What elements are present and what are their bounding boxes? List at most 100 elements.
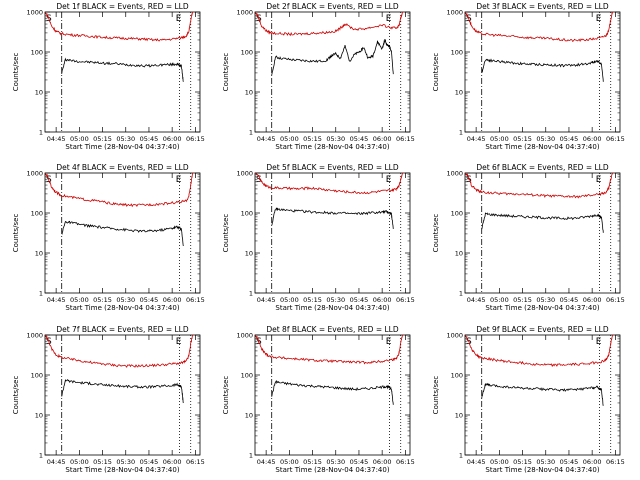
x-tick-label: 06:00 <box>373 458 392 466</box>
x-tick-label: 05:45 <box>560 135 579 143</box>
x-tick-label: 05:45 <box>560 458 579 466</box>
axes-box <box>254 11 411 133</box>
series-lld-red <box>45 335 195 368</box>
x-tick-label: 06:15 <box>396 135 415 143</box>
x-tick-label: 05:30 <box>536 458 555 466</box>
x-tick-label: 06:00 <box>583 458 602 466</box>
x-tick-label: 06:00 <box>583 296 602 304</box>
x-tick-label: 04:45 <box>47 458 66 466</box>
x-axis: 04:45 05:00 05:15 05:30 05:45 06:00 06:15 <box>467 335 625 466</box>
x-tick-label: 05:45 <box>350 458 369 466</box>
marker-e: E <box>386 175 392 185</box>
series-events-black <box>481 58 604 82</box>
y-tick-label: 1 <box>39 452 43 460</box>
y-axis-label: Counts/sec <box>222 214 230 253</box>
panel-det-5: Det 5f BLACK = Events, RED = LLD 1 10 100 10… <box>222 163 415 312</box>
series-lld-red <box>255 173 405 195</box>
y-tick-label: 1000 <box>26 170 43 178</box>
x-tick-label: 04:45 <box>257 296 276 304</box>
x-tick-label: 05:30 <box>326 296 345 304</box>
y-tick-label: 1 <box>249 129 253 137</box>
panel-title: Det 4f BLACK = Events, RED = LLD <box>56 163 189 172</box>
y-tick-label: 100 <box>31 210 43 218</box>
marker-e: E <box>596 14 602 24</box>
axes-box <box>254 172 411 294</box>
marker-e: E <box>176 14 182 24</box>
x-tick-label: 04:45 <box>467 296 486 304</box>
x-axis: 04:45 05:00 05:15 05:30 05:45 06:00 06:15 <box>257 12 415 143</box>
y-tick-label: 1000 <box>236 170 253 178</box>
y-tick-label: 100 <box>241 372 253 380</box>
x-tick-label: 05:45 <box>140 296 159 304</box>
series-lld-red <box>465 335 615 368</box>
y-axis-label: Counts/sec <box>222 53 230 92</box>
x-tick-label: 05:30 <box>536 135 555 143</box>
x-tick-label: 05:00 <box>70 458 89 466</box>
y-tick-label: 10 <box>455 250 463 258</box>
x-tick-label: 05:15 <box>93 296 112 304</box>
x-tick-label: 06:00 <box>163 458 182 466</box>
series-events-black <box>481 382 604 406</box>
marker-e: E <box>596 175 602 185</box>
y-tick-label: 1 <box>249 452 253 460</box>
x-tick-label: 06:15 <box>396 296 415 304</box>
y-tick-label: 1000 <box>236 332 253 340</box>
x-tick-label: 06:15 <box>186 458 205 466</box>
x-tick-label: 05:00 <box>280 296 299 304</box>
y-tick-label: 10 <box>455 89 463 97</box>
y-axis: 1 10 100 1000 <box>446 332 620 460</box>
panel-det-2: Det 2f BLACK = Events, RED = LLD 1 10 100 10… <box>222 2 415 151</box>
x-tick-label: 06:00 <box>373 296 392 304</box>
series-events-black <box>481 212 604 233</box>
x-tick-label: 05:45 <box>350 135 369 143</box>
x-tick-label: 05:00 <box>280 135 299 143</box>
x-tick-label: 04:45 <box>47 135 66 143</box>
x-axis: 04:45 05:00 05:15 05:30 05:45 06:00 06:15 <box>47 12 205 143</box>
x-tick-label: 06:15 <box>186 135 205 143</box>
series-events-black <box>61 220 184 247</box>
x-tick-label: 05:00 <box>70 296 89 304</box>
x-axis: 04:45 05:00 05:15 05:30 05:45 06:00 06:15 <box>47 173 205 304</box>
y-axis-label: Counts/sec <box>432 214 440 253</box>
x-tick-label: 06:15 <box>606 135 625 143</box>
y-tick-label: 10 <box>35 250 43 258</box>
x-tick-label: 05:15 <box>93 135 112 143</box>
y-axis-label: Counts/sec <box>432 376 440 415</box>
x-tick-label: 05:45 <box>350 296 369 304</box>
panel-det-8: Det 8f BLACK = Events, RED = LLD 1 10 100 10… <box>222 325 415 474</box>
axes-box <box>464 334 621 456</box>
x-tick-label: 05:30 <box>326 135 345 143</box>
x-tick-label: 05:45 <box>560 296 579 304</box>
x-axis-label: Start Time (28-Nov-04 04:37:40) <box>485 143 599 151</box>
y-tick-label: 100 <box>451 372 463 380</box>
marker-e: E <box>176 175 182 185</box>
x-axis-label: Start Time (28-Nov-04 04:37:40) <box>65 143 179 151</box>
x-tick-label: 05:30 <box>116 458 135 466</box>
panel-title: Det 1f BLACK = Events, RED = LLD <box>56 2 189 11</box>
x-axis: 04:45 05:00 05:15 05:30 05:45 06:00 06:15 <box>257 173 415 304</box>
x-tick-label: 05:45 <box>140 135 159 143</box>
x-tick-label: 05:15 <box>93 458 112 466</box>
x-tick-label: 05:00 <box>490 296 509 304</box>
y-tick-label: 100 <box>451 210 463 218</box>
panel-det-9: Det 9f BLACK = Events, RED = LLD 1 10 100 10… <box>432 325 625 474</box>
y-axis-label: Counts/sec <box>12 376 20 415</box>
x-tick-label: 05:15 <box>513 296 532 304</box>
y-axis-label: Counts/sec <box>432 53 440 92</box>
y-tick-label: 1000 <box>26 332 43 340</box>
x-tick-label: 05:15 <box>513 135 532 143</box>
axes-box <box>254 334 411 456</box>
axes-box <box>44 11 201 133</box>
x-tick-label: 06:00 <box>583 135 602 143</box>
y-axis-label: Counts/sec <box>222 376 230 415</box>
series-lld-red <box>45 173 195 208</box>
x-axis-label: Start Time (28-Nov-04 04:37:40) <box>485 304 599 312</box>
x-tick-label: 05:15 <box>303 458 322 466</box>
y-tick-label: 10 <box>245 89 253 97</box>
axes-box <box>44 172 201 294</box>
x-axis: 04:45 05:00 05:15 05:30 05:45 06:00 06:15 <box>467 173 625 304</box>
x-tick-label: 05:30 <box>326 458 345 466</box>
x-axis-label: Start Time (28-Nov-04 04:37:40) <box>275 143 389 151</box>
x-tick-label: 05:00 <box>490 135 509 143</box>
